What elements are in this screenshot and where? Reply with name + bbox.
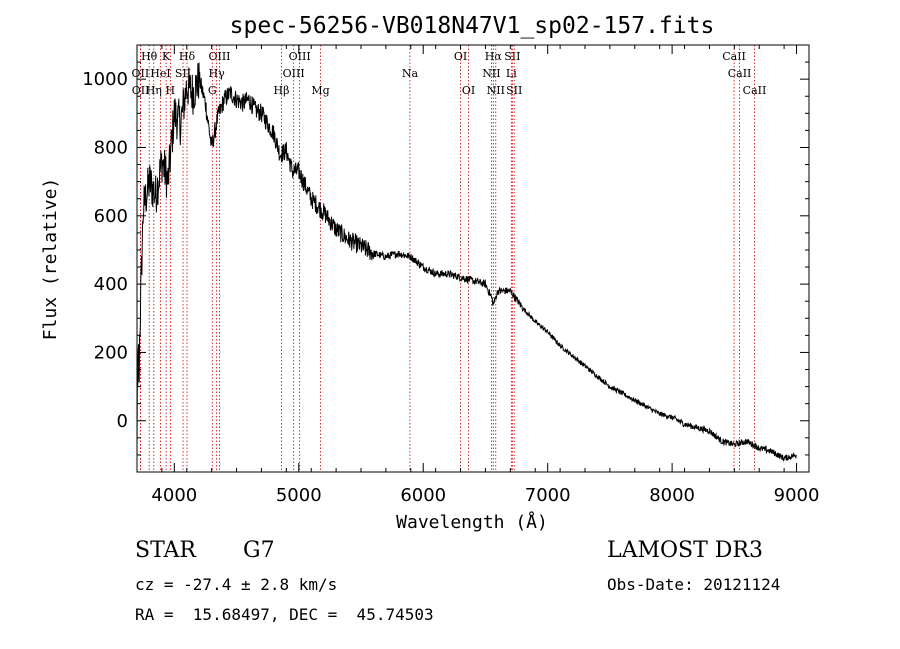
x-tick-label: 7000 — [525, 485, 571, 506]
x-tick-label: 8000 — [649, 485, 695, 506]
plot-frame — [136, 44, 810, 473]
y-tick-label: 400 — [94, 274, 128, 295]
line-marker-label-1: K — [162, 50, 171, 63]
spectrum-series — [136, 62, 797, 462]
line-marker-label-8: CaII — [722, 50, 746, 63]
coordinates-text: RA = 15.68497, DEC = 45.74503 — [135, 605, 434, 624]
x-axis-label: Wavelength (Å) — [396, 511, 548, 533]
line-marker-label-25: NII — [487, 84, 505, 97]
line-marker-label-13: OIII — [283, 67, 305, 80]
line-marker-label-26: SII — [506, 84, 522, 97]
line-marker-label-17: CaII — [728, 67, 752, 80]
x-tick-label: 9000 — [774, 485, 820, 506]
line-marker-label-11: SII — [175, 67, 191, 80]
line-marker-label-21: G — [208, 84, 217, 97]
line-marker-label-12: Hγ — [209, 67, 226, 80]
line-marker-label-19: Hη — [146, 84, 162, 97]
line-marker-label-4: OIII — [289, 50, 311, 63]
y-tick-label: 200 — [94, 342, 128, 363]
line-marker-label-27: CaII — [743, 84, 767, 97]
line-marker-label-5: OI — [454, 50, 467, 63]
x-tick-label: 4000 — [151, 485, 197, 506]
redshift-text: cz = -27.4 ± 2.8 km/s — [135, 575, 338, 594]
y-tick-label: 800 — [94, 137, 128, 158]
y-tick-label: 0 — [117, 411, 128, 432]
line-marker-label-7: SII — [504, 50, 520, 63]
line-marker-label-10: HeI — [150, 67, 170, 80]
line-marker-label-14: Na — [402, 67, 419, 80]
line-marker-label-3: OIII — [208, 50, 230, 63]
axis-ticks: 4000 5000 6000 7000 8000 9000 0 200 400 600 800 100… — [82, 44, 820, 506]
object-class: STAR — [135, 538, 196, 563]
line-marker-label-23: Mg — [311, 84, 329, 97]
line-marker-label-15: NII — [482, 67, 500, 80]
survey-name: LAMOST DR3 — [607, 538, 763, 563]
line-marker-label-6: Hα — [485, 50, 503, 63]
y-tick-label: 600 — [94, 206, 128, 227]
line-marker-label-24: OI — [462, 84, 475, 97]
y-axis-label: Flux (relative) — [40, 178, 61, 341]
y-tick-label: 1000 — [82, 69, 128, 90]
x-tick-label: 5000 — [276, 485, 322, 506]
object-subclass: G7 — [243, 538, 275, 563]
line-marker-label-18: OII — [132, 84, 150, 97]
spectrum-line — [136, 62, 797, 462]
line-marker-label-16: Li — [506, 67, 517, 80]
line-marker-label-2: Hδ — [179, 50, 196, 63]
line-marker-label-0: Hθ — [141, 50, 158, 63]
x-tick-label: 6000 — [400, 485, 446, 506]
chart-title: spec-56256-VB018N47V1_sp02-157.fits — [230, 13, 715, 39]
line-marker-label-20: H — [166, 84, 176, 97]
obs-date-text: Obs-Date: 20121124 — [607, 575, 781, 594]
line-marker-label-22: Hβ — [274, 84, 290, 97]
